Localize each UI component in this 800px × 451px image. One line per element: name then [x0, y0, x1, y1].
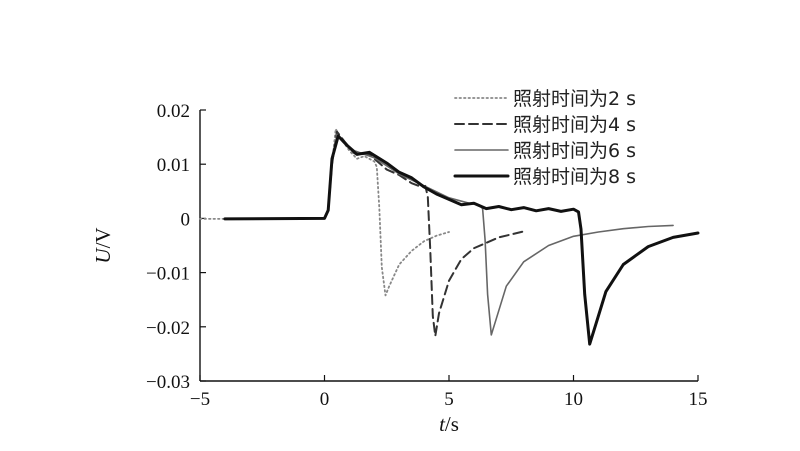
- x-axis-title: t/s: [439, 412, 459, 436]
- legend-label-3: 照射时间为6 s: [513, 140, 636, 162]
- x-tick-label: 15: [689, 389, 708, 410]
- series-line-3: [224, 133, 674, 336]
- y-axis-title-symbol: U: [91, 247, 115, 264]
- x-axis-title-unit: /s: [445, 412, 459, 436]
- x-tick-label: 0: [320, 389, 330, 410]
- y-axis-title: U/V: [91, 227, 115, 263]
- x-tick-label: 5: [444, 389, 454, 410]
- legend: 照射时间为2 s 照射时间为4 s 照射时间为6 s 照射时间为8 s: [453, 88, 636, 188]
- y-tick-label: −0.01: [146, 264, 190, 285]
- y-tick-label: −0.02: [146, 318, 190, 339]
- x-tick-label: −5: [190, 389, 210, 410]
- legend-label-2: 照射时间为4 s: [513, 114, 636, 136]
- y-tick-label: 0.01: [157, 155, 190, 176]
- y-tick-label: −0.03: [146, 372, 190, 393]
- y-tick-label: 0: [181, 209, 191, 230]
- x-axis-title-symbol: t: [439, 412, 446, 436]
- y-tick-label: 0.02: [157, 101, 190, 122]
- x-ticks: −5 0 5 10 15: [190, 375, 708, 410]
- series-line-1: [199, 128, 450, 297]
- x-tick-label: 10: [564, 389, 583, 410]
- legend-label-1: 照射时间为2 s: [513, 88, 636, 110]
- legend-label-4: 照射时间为8 s: [513, 166, 636, 188]
- y-ticks: −0.03 −0.02 −0.01 0 0.01 0.02: [146, 101, 206, 393]
- y-axis-title-unit: /V: [91, 227, 115, 248]
- axes: −5 0 5 10 15 −0.03 −0.02 −0.01 0 0.01 0.02: [146, 101, 707, 410]
- series-layer: [199, 128, 700, 346]
- series-line-4: [223, 134, 700, 346]
